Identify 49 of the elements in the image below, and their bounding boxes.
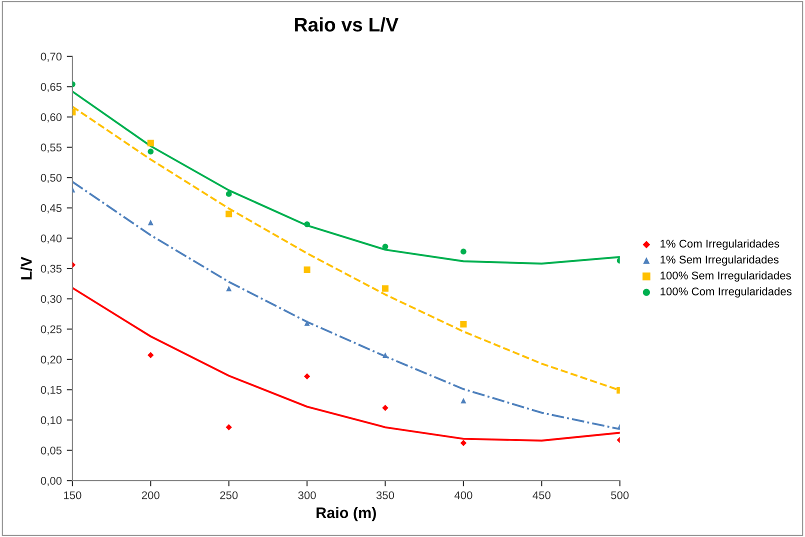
legend-label: 100% Com Irregularidades (660, 287, 792, 298)
point (460, 398, 466, 404)
x-tick-label: 150 (64, 491, 82, 500)
legend-label: 1% Com Irregularidades (660, 239, 780, 250)
point (382, 404, 388, 411)
point (148, 148, 154, 154)
point (460, 440, 467, 446)
point (226, 286, 232, 292)
x-tick-label: 200 (142, 491, 160, 500)
point (460, 321, 467, 328)
y-tick-label: 0,65 (40, 82, 62, 92)
y-tick-label: 0,15 (40, 386, 62, 396)
line-series (72, 90, 620, 265)
y-tick-label: 0,10 (40, 416, 62, 426)
x-tick-label: 500 (611, 491, 629, 500)
y-tick-label: 0,55 (40, 144, 62, 153)
x-tick-label: 300 (298, 491, 316, 500)
point (304, 320, 310, 326)
legend-label: 1% Sem Irregularidades (660, 255, 779, 266)
y-tick-label: 0,40 (40, 234, 62, 244)
legend-label: 100% Sem Irregularidades (660, 271, 791, 282)
point (304, 373, 310, 380)
x-tick-label: 450 (532, 491, 550, 500)
y-tick-label: 0,50 (40, 174, 62, 184)
y-tick-label: 0,45 (40, 204, 62, 214)
y-tick-label: 0,60 (40, 113, 62, 122)
chart-title: Raio vs L/V (295, 17, 398, 32)
point (460, 248, 466, 254)
y-tick-label: 0,25 (40, 325, 62, 335)
x-axis-title: Raio (m) (316, 506, 376, 522)
y-tick-label: 0,05 (40, 446, 62, 456)
point (304, 266, 310, 273)
y-tick-label: 0,70 (40, 52, 62, 62)
x-tick-label: 250 (220, 491, 238, 500)
y-tick-label: 0,00 (40, 476, 62, 486)
point (147, 140, 154, 146)
line-series (72, 180, 620, 430)
x-tick-label: 400 (454, 491, 472, 500)
point (226, 424, 232, 430)
point (148, 352, 154, 358)
point (382, 285, 389, 292)
y-tick-label: 0,20 (40, 356, 62, 365)
y-tick-label: 0,35 (40, 264, 62, 274)
x-tick-label: 350 (376, 491, 394, 500)
y-tick-label: 0,30 (40, 295, 62, 304)
point (226, 191, 232, 197)
point (304, 221, 310, 228)
point (226, 210, 232, 218)
y-axis-title: L/V (20, 256, 32, 280)
